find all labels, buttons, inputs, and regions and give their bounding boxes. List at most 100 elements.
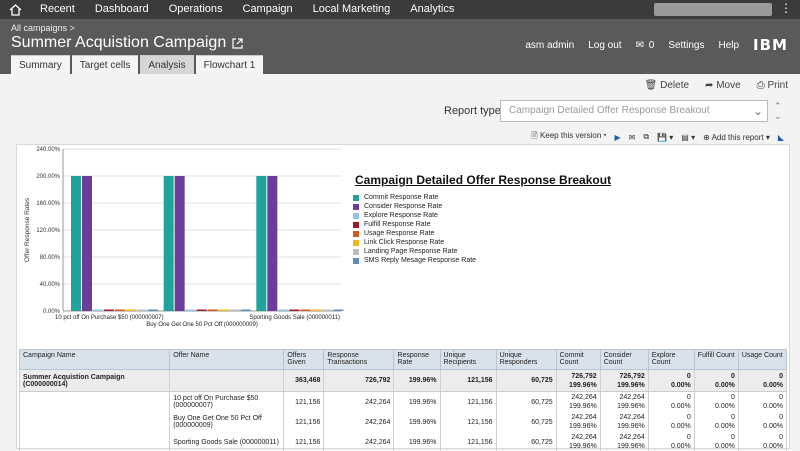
delete-button[interactable]: 🗑 Delete bbox=[645, 80, 689, 91]
copy-icon[interactable]: ⧉ bbox=[643, 132, 650, 141]
legend-swatch bbox=[353, 212, 359, 219]
user-name[interactable]: asm admin bbox=[525, 39, 575, 51]
help-link[interactable]: Help bbox=[718, 39, 740, 51]
legend-label: Consider Response Rate bbox=[364, 203, 443, 210]
consider-pct: 199.96% bbox=[617, 423, 645, 430]
col-offer-name[interactable]: Offer Name bbox=[169, 349, 285, 370]
email-icon[interactable]: ✉ bbox=[628, 132, 636, 142]
chevron-down-icon[interactable]: ⌄ bbox=[774, 111, 782, 121]
nav-analytics[interactable]: Analytics bbox=[410, 3, 455, 15]
bar-consider-response-rate bbox=[267, 176, 278, 311]
run-icon[interactable]: ▶ bbox=[614, 132, 621, 142]
table-row: Sporting Goods Sale (000000011) 121,156 24… bbox=[18, 432, 788, 451]
col-offers-given[interactable]: Offers Given bbox=[283, 349, 325, 370]
logout-link[interactable]: Log out bbox=[588, 39, 622, 51]
offer-name: Buy One Get One 50 Pct Off (000000009) bbox=[169, 412, 285, 432]
legend-label: Fulfill Response Rate bbox=[364, 221, 431, 228]
nav-recent[interactable]: Recent bbox=[40, 3, 75, 15]
bar-sms-reply-mesage-response-rate bbox=[148, 309, 158, 311]
report-type-select[interactable]: Campaign Detailed Offer Response Breakou… bbox=[500, 100, 768, 122]
commit-count: 726,792 199.96% bbox=[555, 369, 601, 392]
external-link-icon[interactable] bbox=[232, 37, 243, 49]
fulfill-value: 0 bbox=[730, 394, 735, 401]
y-axis-label: Offer Response Rates bbox=[24, 197, 31, 262]
add-report-menu[interactable]: ⊕ Add this report ▾ bbox=[703, 132, 770, 142]
report-type-label: Report type bbox=[444, 105, 501, 117]
usage-pct: 0.00% bbox=[763, 403, 783, 410]
nav-dashboard[interactable]: Dashboard bbox=[94, 3, 149, 15]
tab-flowchart[interactable]: Flowchart 1 bbox=[195, 55, 264, 74]
col-response-rate[interactable]: Response Rate bbox=[393, 349, 441, 370]
consider-pct: 199.96% bbox=[617, 381, 645, 389]
move-button[interactable]: ➦ Move bbox=[705, 80, 741, 91]
commit-count: 242,264 199.96% bbox=[555, 412, 601, 432]
legend-swatch bbox=[353, 257, 359, 264]
nav-campaign[interactable]: Campaign bbox=[242, 3, 293, 15]
fulfill-value: 0 bbox=[730, 434, 735, 441]
report-panel: 0.00% 40.00% 80.00% 120.00% 160.00% 200.00% 24… bbox=[16, 144, 790, 451]
col-response-transactions[interactable]: Response Transactions bbox=[323, 349, 395, 370]
bar-fulfill-response-rate bbox=[289, 309, 300, 311]
nav-local-marketing[interactable]: Local Marketing bbox=[312, 3, 391, 15]
col-consider-count[interactable]: Consider Count bbox=[599, 349, 649, 370]
tab-analysis[interactable]: Analysis bbox=[140, 55, 194, 74]
legend-swatch bbox=[353, 230, 359, 237]
print-button[interactable]: ⎙ Print bbox=[757, 80, 788, 91]
col-explore-count[interactable]: Explore Count bbox=[647, 349, 695, 370]
explore-count: 0 0.00% bbox=[647, 391, 695, 412]
messages[interactable]: ✉ 0 bbox=[636, 40, 655, 51]
legend-item: Explore Response Rate bbox=[353, 211, 476, 220]
col-unique-responders[interactable]: Unique Responders bbox=[495, 349, 557, 370]
offer-name-empty bbox=[169, 369, 285, 392]
legend-item: Usage Response Rate bbox=[353, 229, 476, 238]
settings-link[interactable]: Settings bbox=[668, 39, 705, 51]
bar-commit-response-rate bbox=[256, 176, 267, 311]
keep-version-menu[interactable]: 🗎 Keep this version ▾ bbox=[531, 131, 607, 140]
col-commit-count[interactable]: Commit Count bbox=[555, 349, 601, 370]
offers-given: 121,156 bbox=[283, 412, 325, 432]
drill-icon[interactable]: ◣ bbox=[777, 132, 784, 142]
legend-item: Fulfill Response Rate bbox=[353, 220, 476, 229]
response-transactions: 726,792 bbox=[323, 369, 395, 392]
y-tick-label: 200.00% bbox=[36, 174, 60, 180]
unique-recipients: 121,156 bbox=[439, 369, 497, 392]
home-icon[interactable] bbox=[0, 0, 30, 19]
explore-value: 0 bbox=[686, 394, 691, 401]
tab-summary[interactable]: Summary bbox=[11, 55, 70, 74]
col-usage-count[interactable]: Usage Count bbox=[737, 349, 788, 370]
bar-fulfill-response-rate bbox=[196, 309, 207, 311]
col-campaign-name[interactable]: Campaign Name bbox=[18, 349, 171, 370]
breadcrumb[interactable]: All campaigns > bbox=[11, 23, 75, 33]
bar-explore-response-rate bbox=[185, 309, 196, 311]
nav-operations[interactable]: Operations bbox=[168, 3, 223, 15]
legend-label: Landing Page Response Rate bbox=[364, 248, 458, 255]
bar-sms-reply-mesage-response-rate bbox=[333, 309, 344, 311]
tab-target-cells[interactable]: Target cells bbox=[71, 55, 139, 74]
unique-recipients: 121,156 bbox=[439, 432, 497, 451]
save-icon[interactable]: 💾 ▾ bbox=[657, 132, 674, 142]
response-rate: 199.96% bbox=[393, 391, 441, 412]
report-type-stepper[interactable]: ⌃ ⌄ bbox=[774, 101, 782, 121]
more-icon[interactable]: ⋮ bbox=[780, 1, 792, 15]
tab-bar: Summary Target cells Analysis Flowchart … bbox=[11, 55, 265, 74]
report-title: Campaign Detailed Offer Response Breakou… bbox=[355, 173, 612, 187]
chart-type-icon[interactable]: ▤ ▾ bbox=[681, 132, 696, 142]
consider-count: 242,264 199.96% bbox=[599, 432, 649, 451]
unique-recipients: 121,156 bbox=[439, 391, 497, 412]
fulfill-value: 0 bbox=[730, 372, 735, 380]
commit-pct: 199.96% bbox=[569, 423, 597, 430]
legend-swatch bbox=[353, 248, 359, 255]
fulfill-count: 0 0.00% bbox=[693, 412, 739, 432]
col-fulfill-count[interactable]: Fulfill Count bbox=[693, 349, 739, 370]
chevron-up-icon[interactable]: ⌃ bbox=[774, 101, 782, 111]
col-unique-recipients[interactable]: Unique Recipients bbox=[439, 349, 497, 370]
usage-value: 0 bbox=[779, 414, 783, 421]
campaign-name-empty bbox=[18, 412, 171, 432]
legend-swatch bbox=[353, 194, 359, 201]
commit-value: 726,792 bbox=[571, 372, 597, 380]
legend-swatch bbox=[353, 221, 359, 228]
unique-responders: 60,725 bbox=[495, 432, 557, 451]
search-input[interactable] bbox=[654, 3, 772, 16]
explore-pct: 0.00% bbox=[670, 443, 691, 450]
explore-pct: 0.00% bbox=[670, 381, 691, 389]
